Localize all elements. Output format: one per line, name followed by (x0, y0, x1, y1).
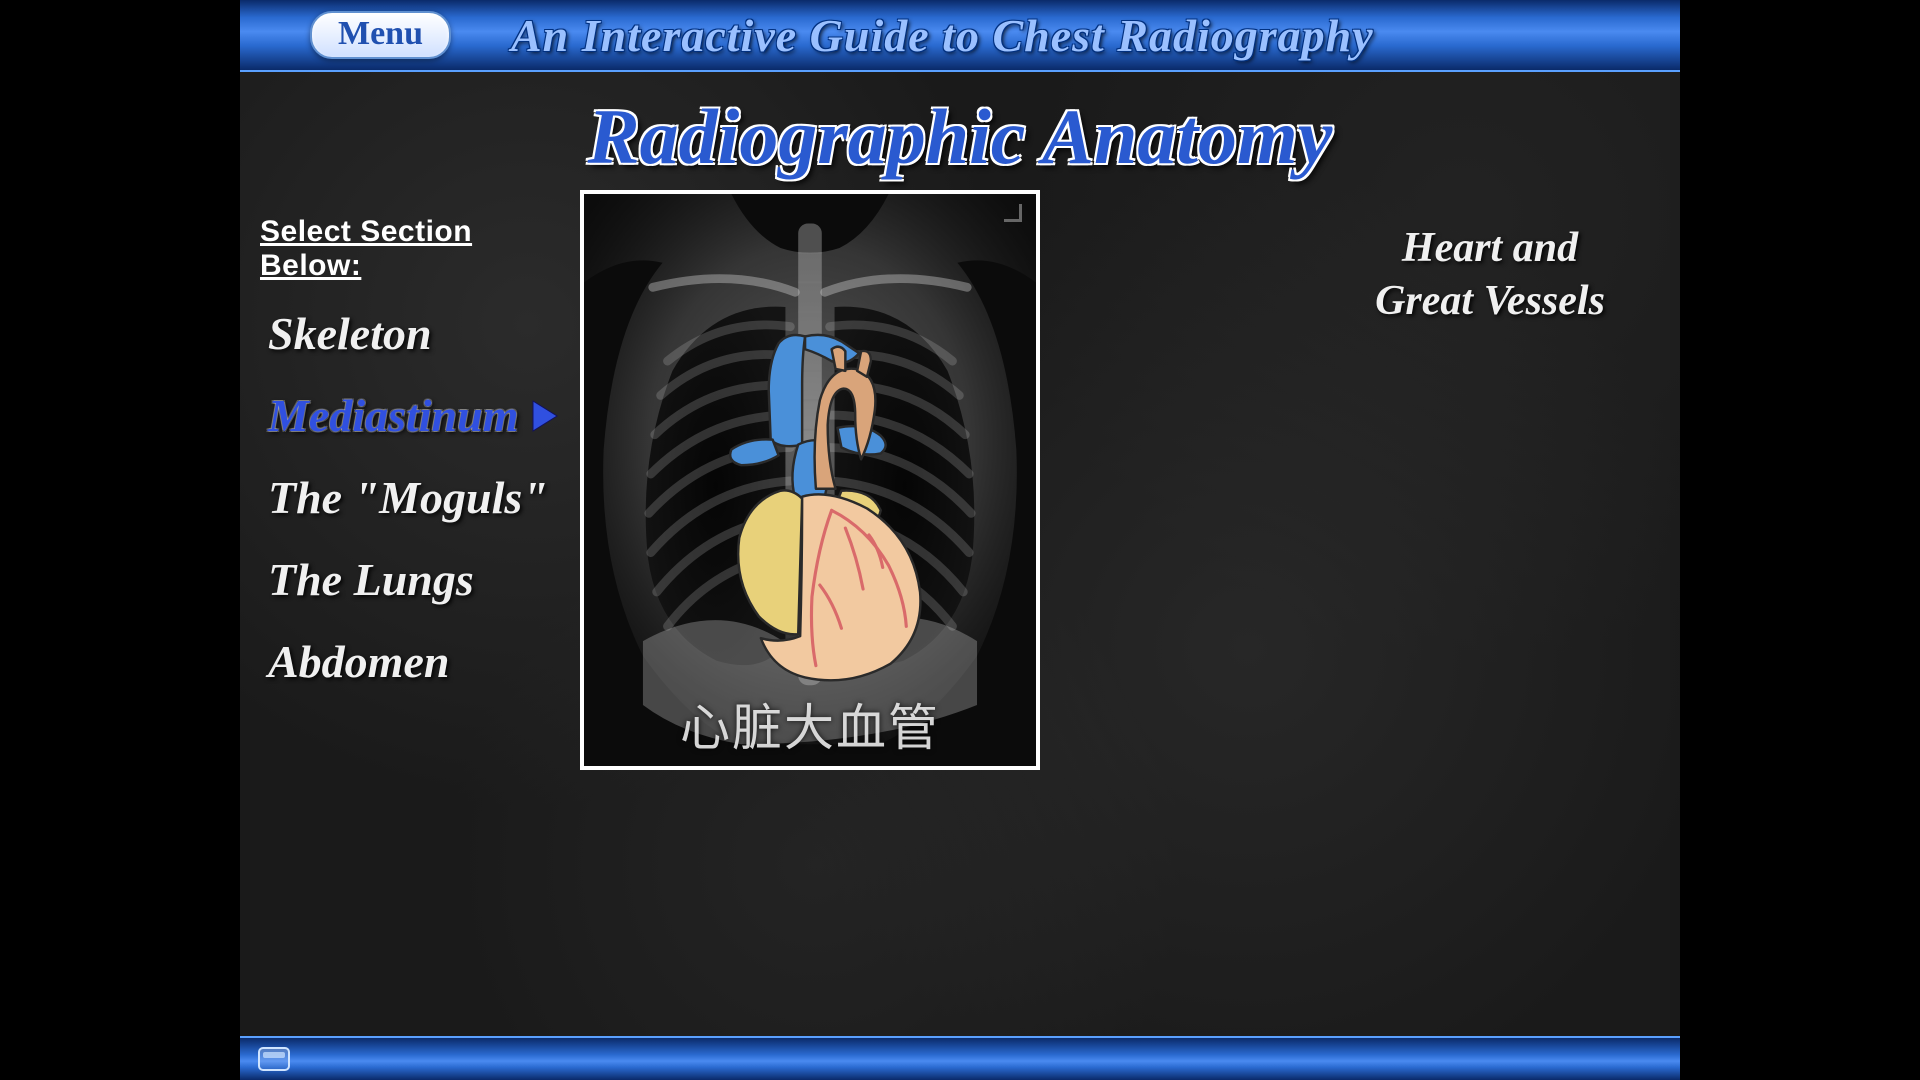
sidebar-item-moguls[interactable]: The "Moguls" (268, 475, 570, 521)
sidebar-item-mediastinum[interactable]: Mediastinum (268, 393, 570, 439)
caption-chinese: 心脏大血管 (584, 688, 1036, 760)
sidebar-item-skeleton[interactable]: Skeleton (268, 311, 570, 357)
sidebar-item-label: Abdomen (268, 639, 449, 685)
chest-xray-illustration (584, 194, 1036, 764)
section-sidebar: Select Section Below: Skeleton Mediastin… (260, 215, 570, 721)
app-title: An Interactive Guide to Chest Radiograph… (511, 9, 1374, 62)
app-stage: Menu An Interactive Guide to Chest Radio… (240, 0, 1680, 1080)
content-label: Heart and Great Vessels (1360, 222, 1620, 327)
sidebar-item-label: Mediastinum (268, 393, 519, 439)
sidebar-heading: Select Section Below: (260, 215, 570, 283)
content-label-line1: Heart and (1402, 225, 1578, 271)
top-bar: Menu An Interactive Guide to Chest Radio… (240, 0, 1680, 72)
sidebar-item-label: Skeleton (268, 311, 432, 357)
radiograph-panel: 心脏大血管 (580, 190, 1040, 770)
chevron-right-icon (531, 399, 561, 433)
sidebar-item-abdomen[interactable]: Abdomen (268, 639, 570, 685)
display-settings-icon[interactable] (258, 1047, 290, 1071)
content-label-line2: Great Vessels (1375, 278, 1605, 324)
page-title: Radiographic Anatomy (240, 92, 1680, 182)
sidebar-item-label: The "Moguls" (268, 475, 548, 521)
sidebar-item-lungs[interactable]: The Lungs (268, 557, 570, 603)
bottom-bar (240, 1036, 1680, 1080)
menu-button[interactable]: Menu (310, 11, 451, 59)
sidebar-item-label: The Lungs (268, 557, 474, 603)
